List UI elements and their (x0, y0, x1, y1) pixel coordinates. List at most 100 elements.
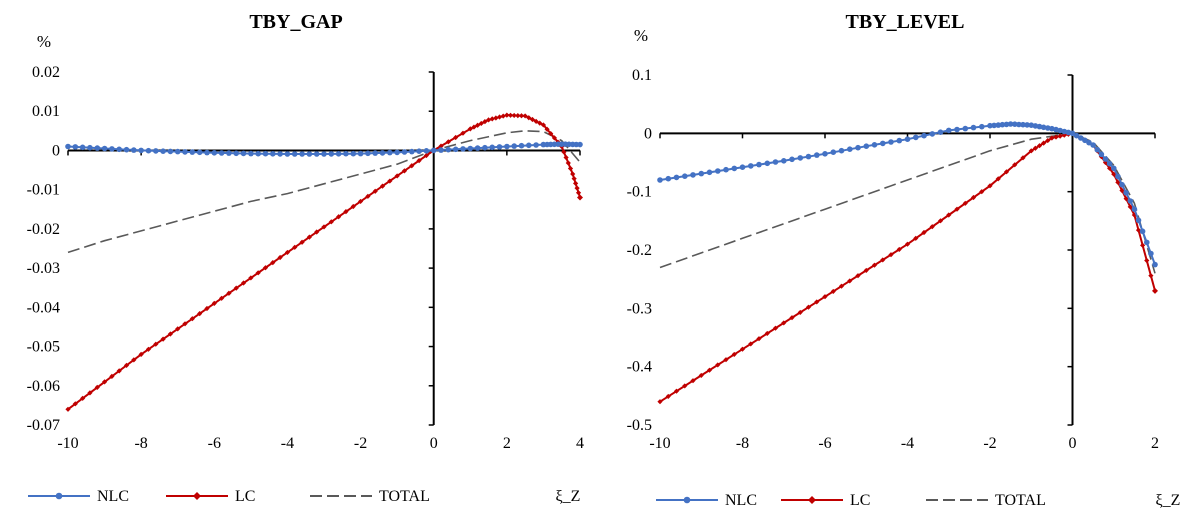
data-point-lc (1107, 165, 1113, 171)
series-line-lc (659, 132, 1156, 403)
data-point-nlc (116, 146, 122, 153)
data-point-lc (1148, 273, 1154, 279)
data-point-nlc (460, 146, 466, 152)
data-point-nlc (299, 151, 305, 157)
data-point-lc (1123, 196, 1129, 202)
data-point-lc (573, 180, 579, 186)
data-point-lc (1152, 287, 1158, 294)
data-point-lc (248, 275, 254, 281)
data-point-lc (1032, 145, 1038, 151)
data-point-nlc (328, 151, 335, 157)
x-tick-label: 0 (1069, 435, 1077, 452)
data-point-lc (365, 193, 371, 199)
data-point-nlc (79, 144, 86, 151)
x-tick-label: 2 (503, 435, 511, 452)
data-point-lc (65, 406, 71, 412)
data-point-lc (460, 130, 466, 136)
data-point-nlc (838, 147, 845, 154)
data-point-nlc (489, 144, 496, 151)
data-point-nlc (182, 149, 188, 155)
data-point-lc (830, 288, 836, 295)
y-tick-label: -0.2 (627, 242, 652, 259)
legend: NLC LC TOTAL (28, 488, 430, 505)
data-point-lc (748, 341, 754, 347)
data-point-nlc (1111, 165, 1117, 172)
data-point-lc (706, 367, 713, 373)
data-point-nlc (814, 152, 820, 158)
data-point-nlc (401, 149, 408, 155)
data-point-nlc (255, 150, 261, 157)
data-point-lc (551, 135, 557, 141)
data-point-nlc (101, 145, 108, 152)
data-point-nlc (204, 149, 210, 156)
data-point-nlc (218, 150, 225, 156)
data-point-lc (822, 294, 828, 300)
chart-title: TBY_LEVEL (846, 11, 965, 33)
data-point-lc (797, 309, 803, 316)
data-point-lc (896, 246, 902, 253)
data-point-lc (789, 315, 795, 321)
y-tick-label: 0.02 (32, 64, 60, 81)
x-tick-label: -4 (901, 435, 914, 452)
x-axis-label: ξ_Z (556, 488, 581, 505)
data-point-nlc (673, 174, 680, 181)
data-point-nlc (937, 129, 944, 135)
data-point-lc (682, 383, 688, 389)
data-point-nlc (153, 148, 159, 154)
data-point-nlc (482, 144, 488, 151)
data-point-nlc (357, 150, 364, 157)
data-point-nlc (1040, 124, 1047, 131)
y-tick-label: 0 (52, 142, 60, 159)
data-point-nlc (1115, 173, 1121, 180)
data-point-lc (328, 219, 334, 225)
data-point-lc (175, 326, 181, 332)
data-point-nlc (335, 151, 342, 157)
data-point-lc (1041, 140, 1047, 146)
data-point-lc (548, 130, 554, 137)
y-tick-label: -0.02 (27, 221, 60, 238)
data-point-nlc (913, 134, 919, 141)
legend-label-lc: LC (235, 488, 255, 505)
data-point-lc (1102, 159, 1109, 166)
y-tick-label: 0 (644, 125, 652, 142)
data-point-lc (336, 214, 342, 220)
data-point-lc (756, 336, 762, 342)
data-point-lc (723, 357, 729, 363)
data-point-nlc (87, 144, 93, 151)
legend-label-total: TOTAL (995, 492, 1046, 509)
data-point-nlc (929, 131, 936, 137)
data-point-lc (123, 362, 130, 368)
y-tick-label: 0.1 (632, 67, 652, 84)
data-point-nlc (855, 144, 861, 151)
x-axis-label: ξ_Z (1156, 492, 1181, 509)
data-point-nlc (962, 125, 969, 132)
data-point-lc (863, 267, 869, 274)
data-point-nlc (888, 139, 894, 145)
data-point-lc (493, 115, 499, 121)
x-tick-label: -6 (208, 435, 221, 452)
data-point-nlc (518, 142, 525, 149)
data-point-nlc (1086, 139, 1092, 146)
data-point-lc (665, 393, 671, 400)
data-point-lc (805, 304, 812, 310)
data-point-lc (954, 206, 960, 212)
data-point-lc (540, 122, 547, 128)
data-point-nlc (690, 172, 696, 178)
data-point-lc (167, 331, 173, 337)
data-point-lc (1012, 162, 1018, 168)
data-point-lc (544, 126, 550, 132)
data-point-lc (574, 185, 580, 191)
data-point-lc (343, 209, 349, 215)
data-point-lc (1111, 171, 1117, 177)
data-point-nlc (1090, 142, 1096, 148)
data-point-lc (306, 234, 312, 240)
data-point-lc (1036, 143, 1043, 149)
data-point-nlc (1139, 228, 1146, 235)
data-point-lc (401, 168, 408, 174)
data-point-nlc (1098, 151, 1105, 158)
chart-title: TBY_GAP (249, 11, 342, 33)
data-point-nlc (970, 124, 977, 131)
data-point-nlc (189, 149, 196, 155)
y-tick-label: -0.07 (27, 417, 60, 434)
data-point-lc (357, 198, 364, 205)
